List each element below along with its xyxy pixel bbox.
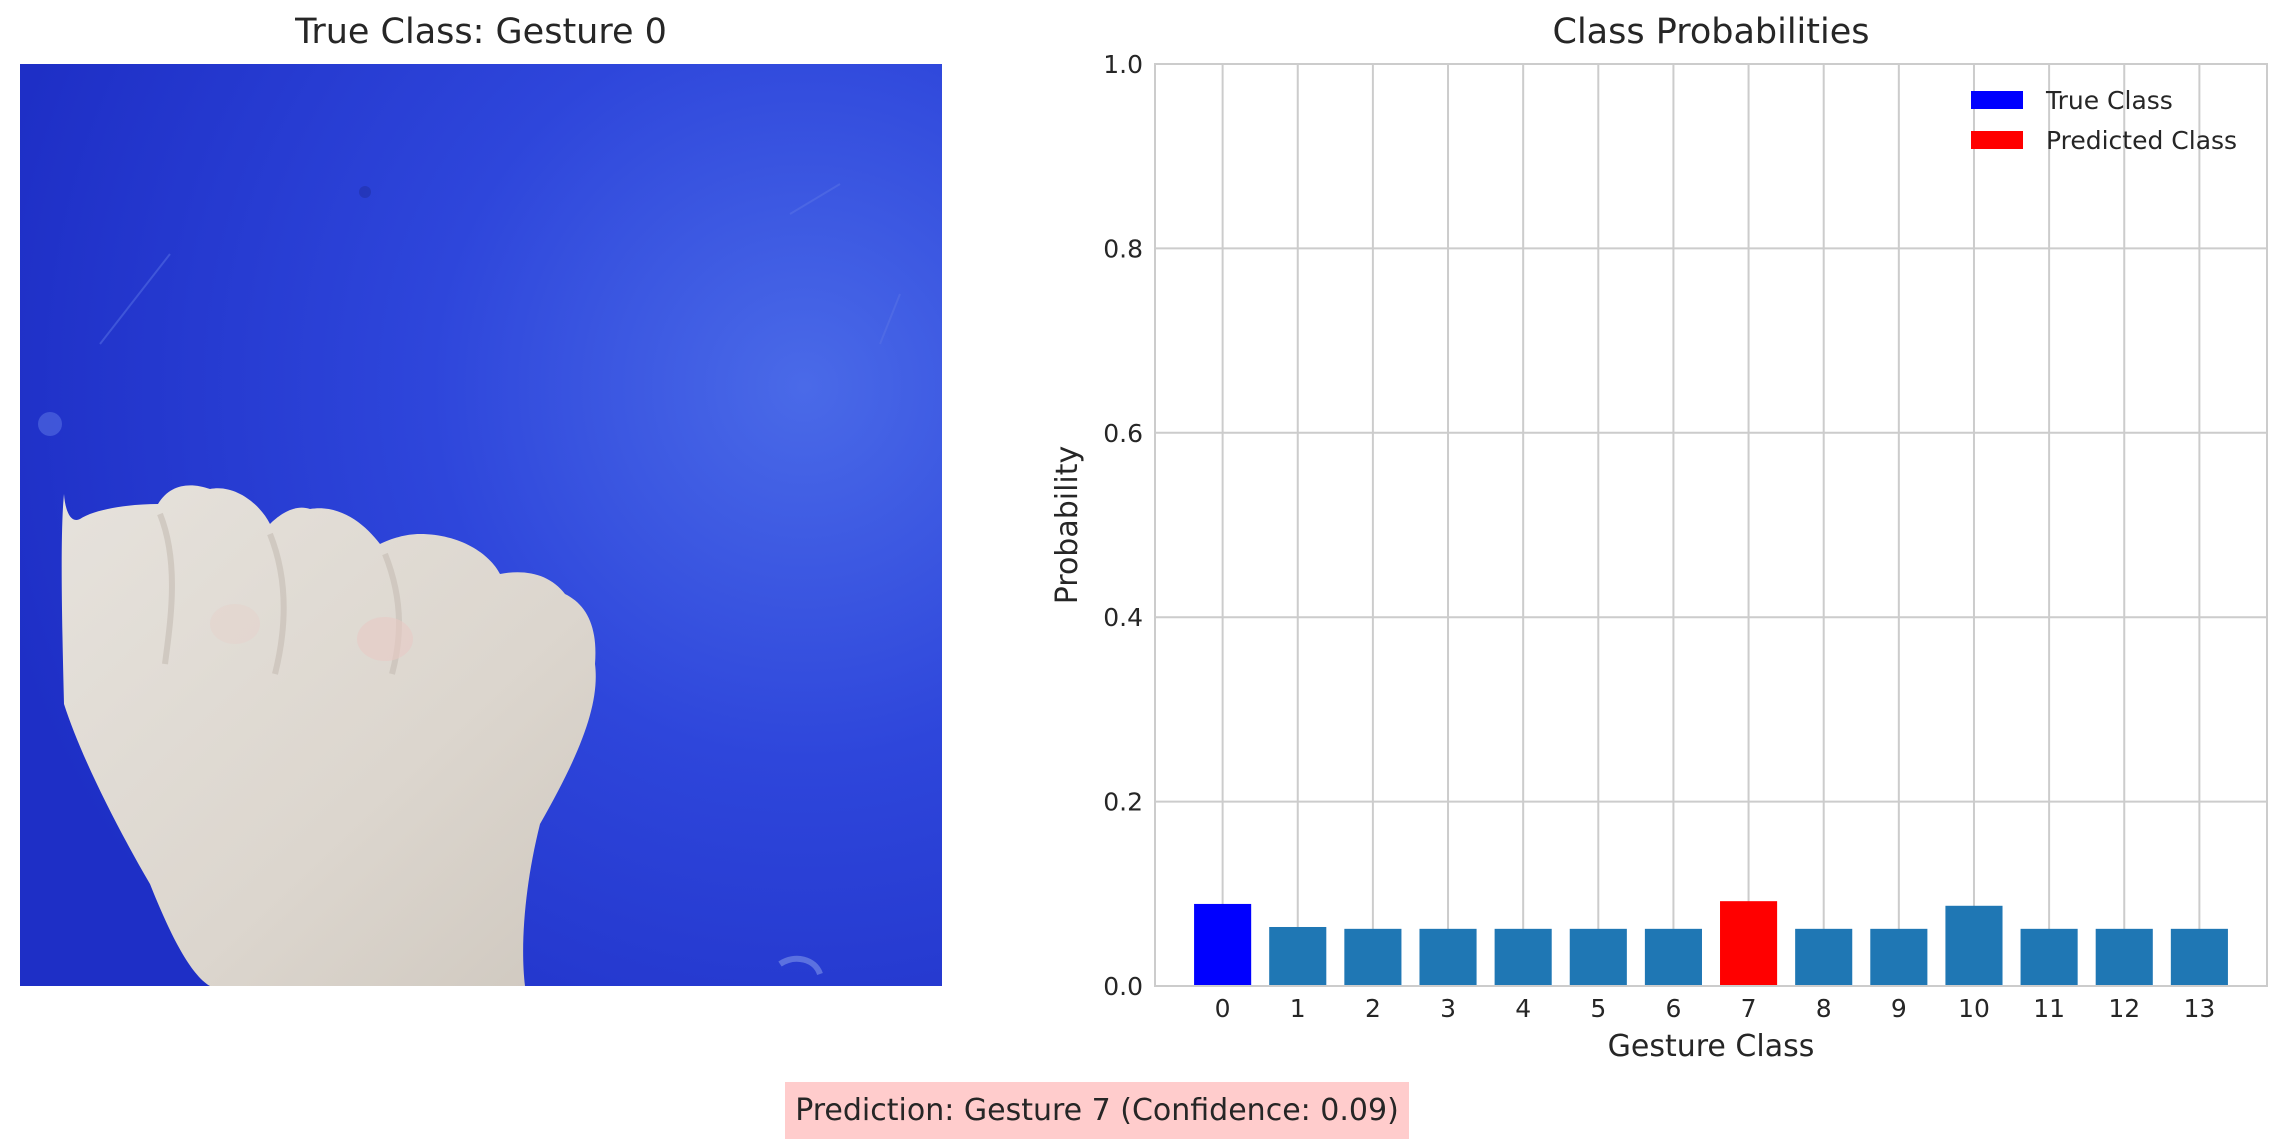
x-tick-label: 3 (1440, 994, 1456, 1023)
bar-gesture-5 (1569, 928, 1627, 986)
legend-label-true-class: True Class (2045, 86, 2173, 115)
x-tick-label: 12 (2108, 994, 2140, 1023)
y-axis-label: Probability (1050, 446, 1085, 605)
legend-swatch-true-class (1971, 91, 2023, 109)
x-tick-labels: 0 1 2 3 4 5 6 7 8 9 10 11 12 13 (1215, 994, 2216, 1023)
y-tick-label: 0.6 (1103, 419, 1143, 448)
bar-gesture-10 (1945, 905, 2003, 986)
prediction-summary: Prediction: Gesture 7 (Confidence: 0.09) (785, 1082, 1409, 1139)
x-tick-label: 7 (1741, 994, 1757, 1023)
bar-gesture-2 (1344, 928, 1402, 986)
bar-gesture-8 (1795, 928, 1853, 986)
bar-gesture-1 (1269, 926, 1327, 986)
y-tick-label: 0.0 (1103, 972, 1143, 1001)
y-tick-label: 0.8 (1103, 234, 1143, 263)
grid-lines (1155, 63, 2267, 987)
x-tick-label: 0 (1215, 994, 1231, 1023)
bar-gesture-9 (1870, 928, 1928, 986)
x-tick-label: 4 (1515, 994, 1531, 1023)
y-tick-label: 0.2 (1103, 788, 1143, 817)
x-tick-label: 8 (1816, 994, 1832, 1023)
x-tick-label: 13 (2183, 994, 2215, 1023)
image-panel-title: True Class: Gesture 0 (295, 12, 667, 52)
bar-gesture-3 (1419, 928, 1477, 986)
gesture-photo (20, 64, 942, 986)
chart-title: Class Probabilities (1552, 12, 1870, 52)
bar-gesture-4 (1494, 928, 1552, 986)
axes-frame (1154, 63, 2268, 987)
y-tick-labels: 0.0 0.2 0.4 0.6 0.8 1.0 (1103, 50, 1143, 1001)
bar-gesture-7 (1720, 901, 1778, 986)
legend-label-predicted-class: Predicted Class (2046, 126, 2237, 155)
bar-gesture-13 (2170, 928, 2228, 986)
x-tick-label: 9 (1891, 994, 1907, 1023)
x-axis-label: Gesture Class (1608, 1029, 1815, 1064)
x-tick-label: 11 (2033, 994, 2065, 1023)
x-tick-label: 2 (1365, 994, 1381, 1023)
bar-gesture-6 (1644, 928, 1702, 986)
x-tick-label: 5 (1590, 994, 1606, 1023)
x-tick-label: 10 (1958, 994, 1990, 1023)
y-tick-label: 1.0 (1103, 50, 1143, 79)
bars (1194, 901, 2228, 986)
x-tick-label: 1 (1290, 994, 1306, 1023)
bar-gesture-0 (1194, 903, 1252, 986)
legend-swatch-predicted-class (1971, 131, 2023, 149)
bar-gesture-12 (2095, 928, 2153, 986)
bar-gesture-11 (2020, 928, 2078, 986)
y-tick-label: 0.4 (1103, 603, 1143, 632)
x-tick-label: 6 (1665, 994, 1681, 1023)
legend: True Class Predicted Class (1971, 86, 2237, 155)
